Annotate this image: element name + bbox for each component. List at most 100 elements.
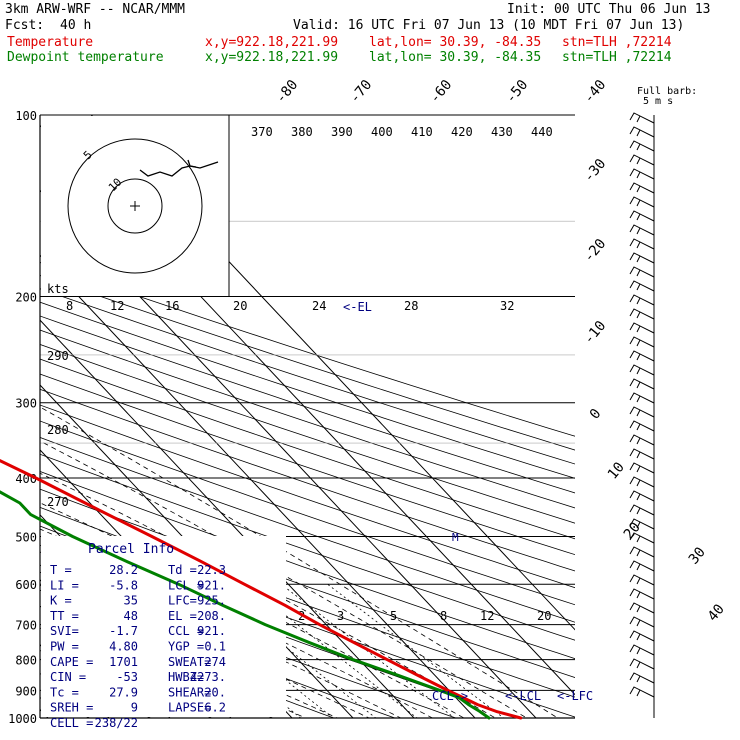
mixing-ratio-top-label: 20: [233, 299, 247, 313]
wind-barb: [629, 210, 655, 222]
wind-barb: [629, 630, 655, 642]
isotherm-right-label: 10: [605, 459, 628, 482]
theta-label: 400: [371, 125, 393, 139]
parcel-info-key: T =: [50, 563, 72, 577]
wind-barb-feather: [636, 185, 641, 193]
wind-barb: [629, 476, 655, 488]
wind-barb-shaft: [629, 574, 655, 586]
parcel-info-value: 35: [124, 594, 138, 608]
wind-barb: [629, 616, 655, 628]
wind-barb-shaft: [629, 266, 655, 278]
parcel-info-key: SWEAT=: [168, 655, 211, 669]
wind-barb-feather: [636, 241, 641, 249]
wind-barb-shaft: [629, 392, 655, 404]
wind-barb-shaft: [629, 602, 655, 614]
wind-barb-feather: [636, 297, 641, 305]
mixing-ratio-line: [327, 583, 505, 718]
parcel-info-key: K =: [50, 594, 72, 608]
wind-barb-shaft: [629, 560, 655, 572]
wind-barb-feather: [636, 325, 641, 333]
parcel-info-value: 921.: [197, 578, 226, 592]
theta-label: 380: [291, 125, 313, 139]
parcel-info-key: CCL =: [168, 624, 204, 638]
parcel-info-title: Parcel Info: [88, 542, 174, 557]
valid-time: Valid: 16 UTC Fri 07 Jun 13 (10 MDT Fri …: [293, 18, 685, 33]
pressure-tick-label: 1000: [8, 712, 37, 726]
parcel-info-key: SREH =: [50, 701, 93, 715]
full-barb-label: Full barb:: [637, 86, 697, 97]
pressure-tick-label: 600: [15, 578, 37, 592]
wind-barb-feather: [636, 591, 641, 599]
isotherm-top-label: -50: [503, 77, 532, 107]
parcel-info-value: 6.2: [204, 701, 226, 715]
forecast-hour: 40 h: [60, 18, 92, 33]
wind-barb-feather: [636, 339, 641, 347]
pressure-tick-label: 900: [15, 684, 37, 698]
wind-barb-shaft: [629, 686, 655, 698]
parcel-info-key: Tc =: [50, 685, 79, 699]
wind-barb-feather: [636, 549, 641, 557]
wind-barb-feather: [636, 633, 641, 641]
wind-barb-shaft: [629, 364, 655, 376]
wind-barb: [629, 434, 655, 446]
parcel-info-value: 4273.: [190, 670, 226, 684]
lcl-marker: <-LCL: [505, 689, 541, 703]
theta-e-label: 270: [47, 495, 69, 509]
parcel-info-value: 208.: [197, 609, 226, 623]
wind-barb-feather: [636, 577, 641, 585]
wind-barb-feather: [636, 395, 641, 403]
legend-dewpoint-stn: stn=TLH ,72214: [562, 50, 672, 65]
wind-barb-feather: [636, 143, 641, 151]
forecast-label: Fcst:: [5, 18, 45, 33]
wind-barb-shaft: [629, 434, 655, 446]
wind-barb-shaft: [629, 322, 655, 334]
wind-barb: [629, 266, 655, 278]
wind-barb: [629, 196, 655, 208]
parcel-info-value: -53: [116, 670, 138, 684]
mixing-ratio-line: [280, 583, 456, 718]
wind-barb-shaft: [629, 140, 655, 152]
parcel-info-key: LFC=: [168, 594, 197, 608]
wind-barb: [629, 490, 655, 502]
wind-barb-feather: [636, 381, 641, 389]
parcel-info-value: 274: [204, 655, 226, 669]
parcel-info-key: TT =: [50, 609, 79, 623]
model-title: 3km ARW-WRF -- NCAR/MMM: [5, 2, 186, 17]
lfc-marker: <-LFC: [557, 689, 593, 703]
wind-barb-shaft: [629, 504, 655, 516]
wind-barb-shaft: [629, 154, 655, 166]
parcel-info-key: Td =: [168, 563, 197, 577]
wind-barb-feather: [636, 353, 641, 361]
wind-barb: [629, 224, 655, 236]
wind-barb-shaft: [629, 196, 655, 208]
pressure-tick-label: 500: [15, 530, 37, 544]
parcel-info-key: LCL =: [168, 578, 204, 592]
pressure-tick-label: 200: [15, 291, 37, 305]
theta-label: 370: [251, 125, 273, 139]
parcel-info-key: CAPE =: [50, 655, 93, 669]
dry-adiabat-line: [40, 471, 575, 660]
parcel-info-value: 48: [124, 609, 138, 623]
wind-barb: [629, 406, 655, 418]
legend-temperature-latlon: lat,lon= 30.39, -84.35: [369, 35, 542, 50]
parcel-info-value: 27.9: [109, 685, 138, 699]
wind-barb: [629, 420, 655, 432]
theta-label: 430: [491, 125, 513, 139]
moist-adiabat-line: [40, 440, 528, 718]
theta-e-label: 280: [47, 423, 69, 437]
init-time: Init: 00 UTC Thu 06 Jun 13: [507, 2, 711, 17]
mixing-ratio-top-label: 28: [404, 299, 418, 313]
wind-barb-shaft: [629, 182, 655, 194]
wind-barb-shaft: [629, 532, 655, 544]
pressure-tick-label: 300: [15, 397, 37, 411]
wind-barb-feather: [636, 493, 641, 501]
wind-barb: [629, 364, 655, 376]
dry-adiabat-line: [40, 388, 575, 572]
mixing-ratio-bottom-label: 5: [390, 609, 397, 623]
hodograph-ring-outer: [67, 138, 203, 274]
wind-barb-feather: [636, 563, 641, 571]
wind-barb: [629, 392, 655, 404]
wind-barb: [629, 504, 655, 516]
wind-barb-shaft: [629, 490, 655, 502]
